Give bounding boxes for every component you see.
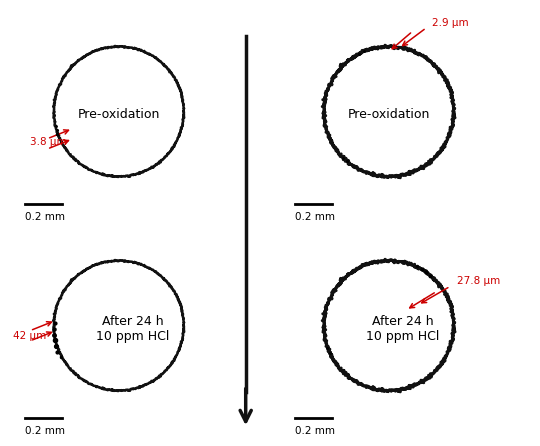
Text: 0.2 mm: 0.2 mm (25, 426, 65, 437)
Text: After 24 h
10 ppm HCl: After 24 h 10 ppm HCl (96, 315, 169, 343)
Text: 0.2 mm: 0.2 mm (25, 212, 65, 223)
Text: 0.2 mm: 0.2 mm (295, 426, 335, 437)
Text: 0.2 mm: 0.2 mm (295, 212, 335, 223)
Text: After 24 h
10 ppm HCl: After 24 h 10 ppm HCl (366, 315, 439, 343)
Text: 3.8 μm: 3.8 μm (30, 137, 66, 147)
Text: Pre-oxidation: Pre-oxidation (78, 108, 160, 121)
Text: 42 μm: 42 μm (13, 331, 46, 341)
Text: 2.9 μm: 2.9 μm (431, 17, 468, 28)
Text: Pre-oxidation: Pre-oxidation (348, 108, 430, 121)
Text: 27.8 μm: 27.8 μm (457, 276, 501, 286)
